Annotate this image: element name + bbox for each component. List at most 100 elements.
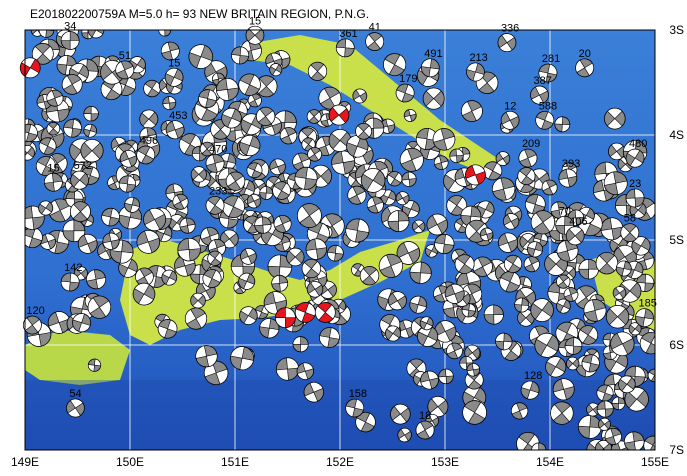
event-label: 142 [64, 262, 82, 274]
beachball [77, 233, 98, 254]
event-label: 393 [562, 158, 580, 170]
beachball [624, 387, 649, 412]
beachball [635, 308, 654, 328]
beachball [190, 166, 207, 183]
beachball [87, 30, 105, 39]
beachball-dilatation [301, 260, 321, 277]
beachball-dilatation [619, 375, 635, 393]
beachball-dilatation [495, 332, 513, 351]
beachball-dilatation [355, 412, 376, 432]
map-frame [24, 29, 656, 451]
beachball-dilatation [362, 168, 384, 193]
beachball-dilatation [420, 316, 433, 331]
beachball [230, 346, 255, 371]
beachball-dilatation [596, 400, 614, 418]
event-label: 480 [629, 138, 647, 150]
beachball-dilatation [315, 304, 336, 321]
beachball [294, 302, 316, 323]
beachball [255, 75, 278, 98]
beachball [495, 151, 511, 166]
beachball [387, 210, 410, 233]
beachball [205, 195, 225, 215]
beachball-dilatation [532, 298, 552, 322]
beachball-dilatation [558, 168, 578, 188]
lat-label: 5S [669, 233, 684, 247]
event-label: 336 [501, 23, 519, 35]
beachball [479, 227, 494, 242]
beachball-dilatation [67, 398, 84, 418]
event-label: 70 [559, 205, 571, 217]
new-guinea-coast [25, 330, 130, 385]
beachball [66, 398, 85, 418]
beachball-dilatation [347, 186, 367, 204]
event-label: 572 [74, 160, 92, 172]
beachball-dilatation [345, 398, 364, 418]
event-label: 15 [168, 57, 180, 69]
beachball [556, 239, 579, 262]
beachball-dilatation [296, 362, 314, 380]
beachball-dilatation [643, 436, 655, 450]
event-label: 213 [469, 52, 487, 64]
beachball-dilatation [404, 109, 417, 122]
beachball-dilatation [389, 291, 406, 311]
beachball [306, 281, 324, 298]
beachball [497, 33, 517, 52]
beachball [303, 382, 324, 403]
beachball-dilatation [483, 304, 504, 325]
beachball-dilatation [609, 142, 624, 160]
beachball [631, 236, 651, 256]
beachball-dilatation [308, 281, 322, 298]
event-label: 51 [119, 50, 131, 62]
beachball [269, 158, 286, 176]
beachball [578, 259, 599, 280]
beachball-dilatation [521, 380, 540, 400]
beachball [483, 161, 503, 181]
lat-label: 7S [669, 443, 684, 457]
beachball [207, 250, 223, 266]
beachball-dilatation [492, 177, 516, 201]
beachball [444, 283, 465, 304]
beachball [160, 41, 180, 61]
beachball-dilatation [647, 369, 655, 382]
beachball [305, 238, 327, 260]
event-label: 158 [349, 388, 367, 400]
beachball-dilatation [72, 313, 91, 333]
beachball [355, 411, 376, 433]
beachball [199, 141, 215, 157]
beachball-dilatation [603, 171, 628, 195]
beachball [80, 139, 104, 163]
beachball [72, 313, 92, 333]
beachball [426, 213, 449, 236]
beachball [136, 230, 161, 254]
beachball [378, 253, 403, 278]
beachball [318, 86, 342, 110]
beachball-dilatation [465, 164, 486, 186]
beachball [161, 269, 178, 286]
beachball-dilatation [395, 84, 415, 102]
beachball [476, 200, 495, 219]
beachball-dilatation [635, 308, 654, 327]
beachball-dilatation [445, 283, 465, 304]
beachball [118, 175, 137, 193]
beachball [449, 148, 464, 164]
beachball [502, 213, 520, 230]
beachball [306, 109, 322, 124]
beachball-dilatation [256, 108, 276, 125]
beachball-dilatation [535, 111, 555, 130]
beachball-dilatation [72, 170, 87, 190]
beachball [314, 302, 336, 323]
beachball-dilatation [75, 266, 87, 281]
beachball [596, 400, 614, 418]
beachball [328, 104, 350, 126]
beachball [517, 308, 535, 327]
beachball [259, 318, 280, 339]
beachball [271, 274, 289, 292]
beachball [239, 134, 261, 157]
beachball [517, 167, 536, 186]
beachball-dilatation [378, 254, 403, 278]
beachball-dilatation [238, 272, 255, 290]
beachball-dilatation [611, 331, 634, 356]
beachball [552, 378, 575, 401]
beachball-dilatation [272, 182, 291, 199]
beachball [530, 210, 556, 235]
